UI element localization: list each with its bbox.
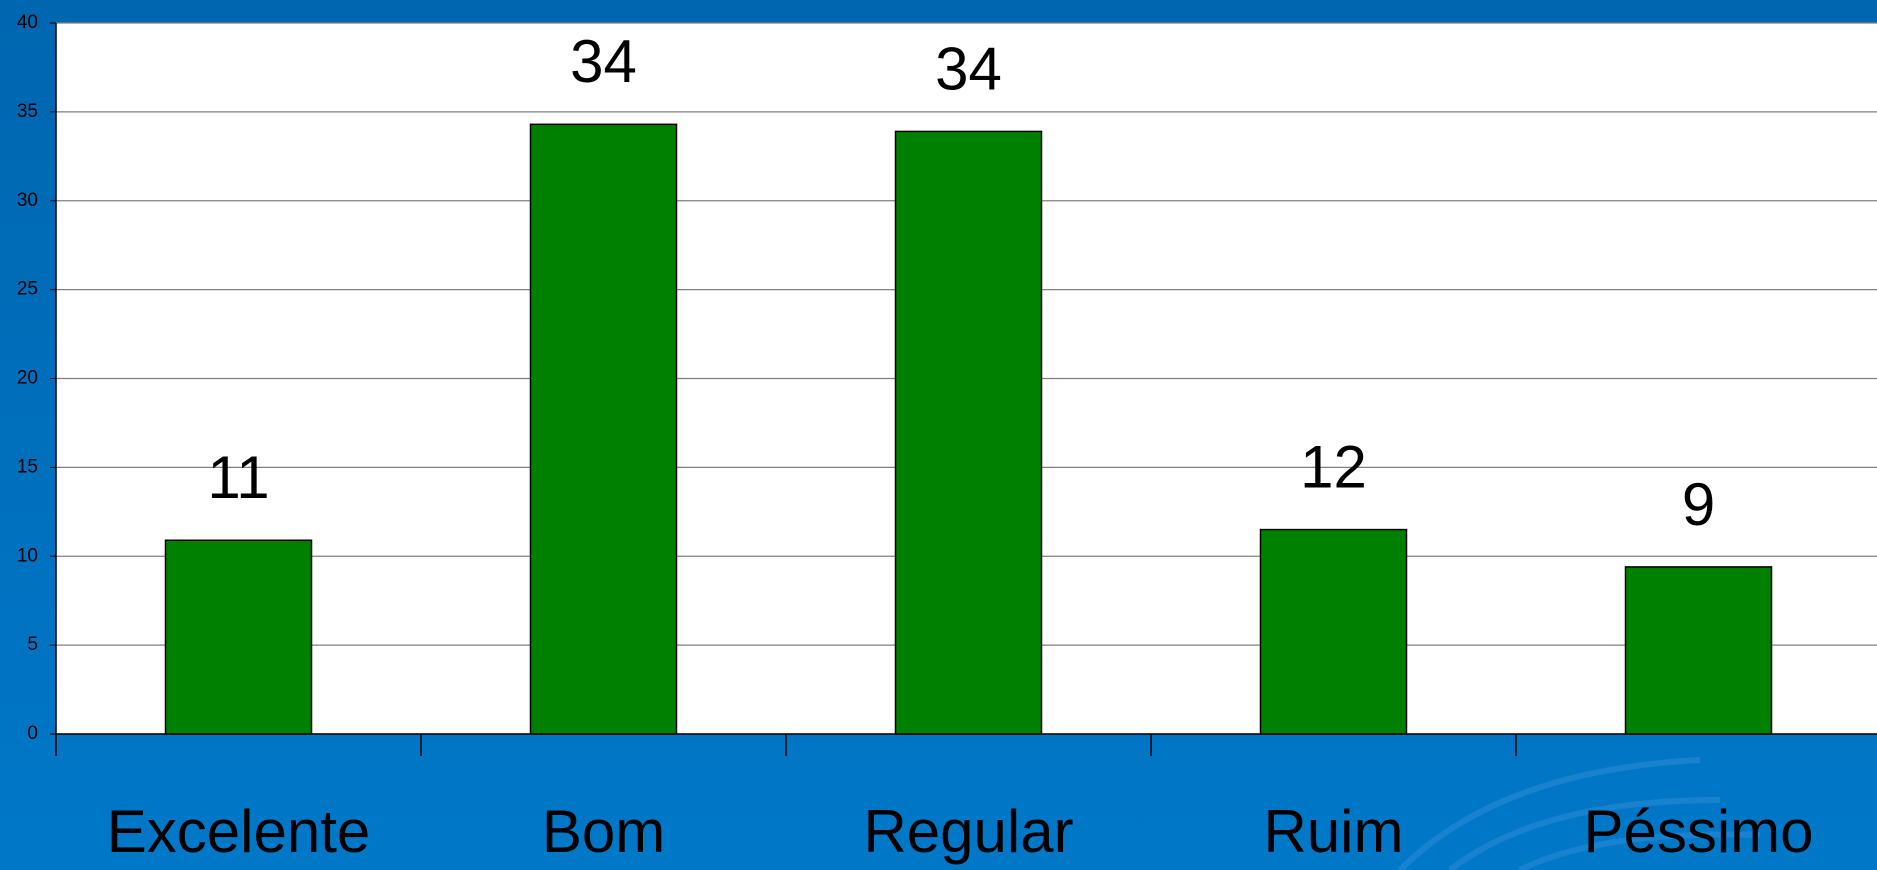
data-label: 34 xyxy=(570,28,637,95)
y-tick-label: 40 xyxy=(17,12,38,33)
bar xyxy=(1259,528,1408,735)
y-tick-label: 5 xyxy=(27,634,38,655)
bar xyxy=(894,130,1043,735)
x-tick-label: Excelente xyxy=(107,798,371,865)
x-tick-label: Regular xyxy=(863,798,1073,865)
data-label: 34 xyxy=(935,35,1002,102)
y-tick-label: 30 xyxy=(17,190,38,211)
x-tick-label: Ruim xyxy=(1263,798,1403,865)
y-tick-label: 10 xyxy=(17,545,38,566)
data-label: 12 xyxy=(1300,433,1367,500)
bar xyxy=(164,539,313,735)
y-tick-label: 20 xyxy=(17,368,38,389)
data-label: 9 xyxy=(1682,471,1715,538)
y-tick-label: 15 xyxy=(17,456,38,477)
y-tick-label: 35 xyxy=(17,101,38,122)
bar xyxy=(529,123,678,735)
x-tick-label: Bom xyxy=(542,798,665,865)
bar xyxy=(1624,566,1773,735)
y-tick-label: 0 xyxy=(27,723,38,744)
data-label: 11 xyxy=(207,444,269,511)
y-tick-label: 25 xyxy=(17,279,38,300)
x-tick-label: Péssimo xyxy=(1583,798,1813,865)
decoration xyxy=(1397,757,1761,870)
